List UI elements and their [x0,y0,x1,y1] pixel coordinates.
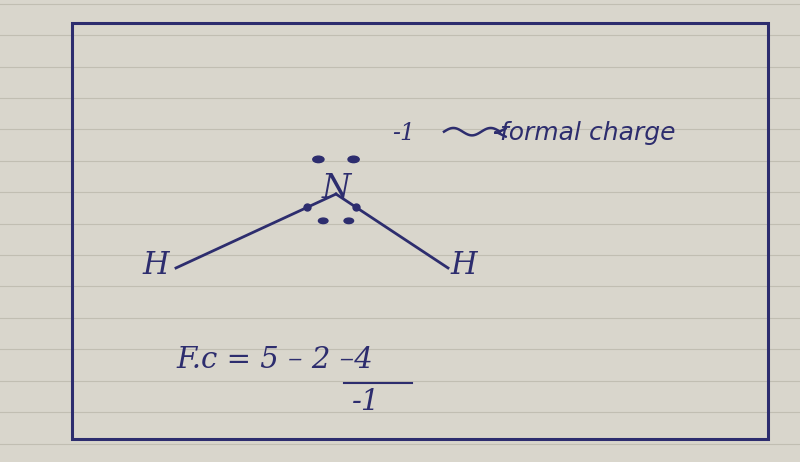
Circle shape [344,218,354,224]
Text: H: H [450,250,478,281]
Circle shape [348,156,359,163]
Text: N: N [322,173,350,206]
Text: H: H [142,250,170,281]
Text: -1: -1 [352,388,380,416]
Circle shape [313,156,324,163]
Text: -1: -1 [392,122,415,146]
Text: F.c = 5 – 2 –4: F.c = 5 – 2 –4 [176,346,373,374]
Text: formal charge: formal charge [500,121,675,145]
Circle shape [318,218,328,224]
